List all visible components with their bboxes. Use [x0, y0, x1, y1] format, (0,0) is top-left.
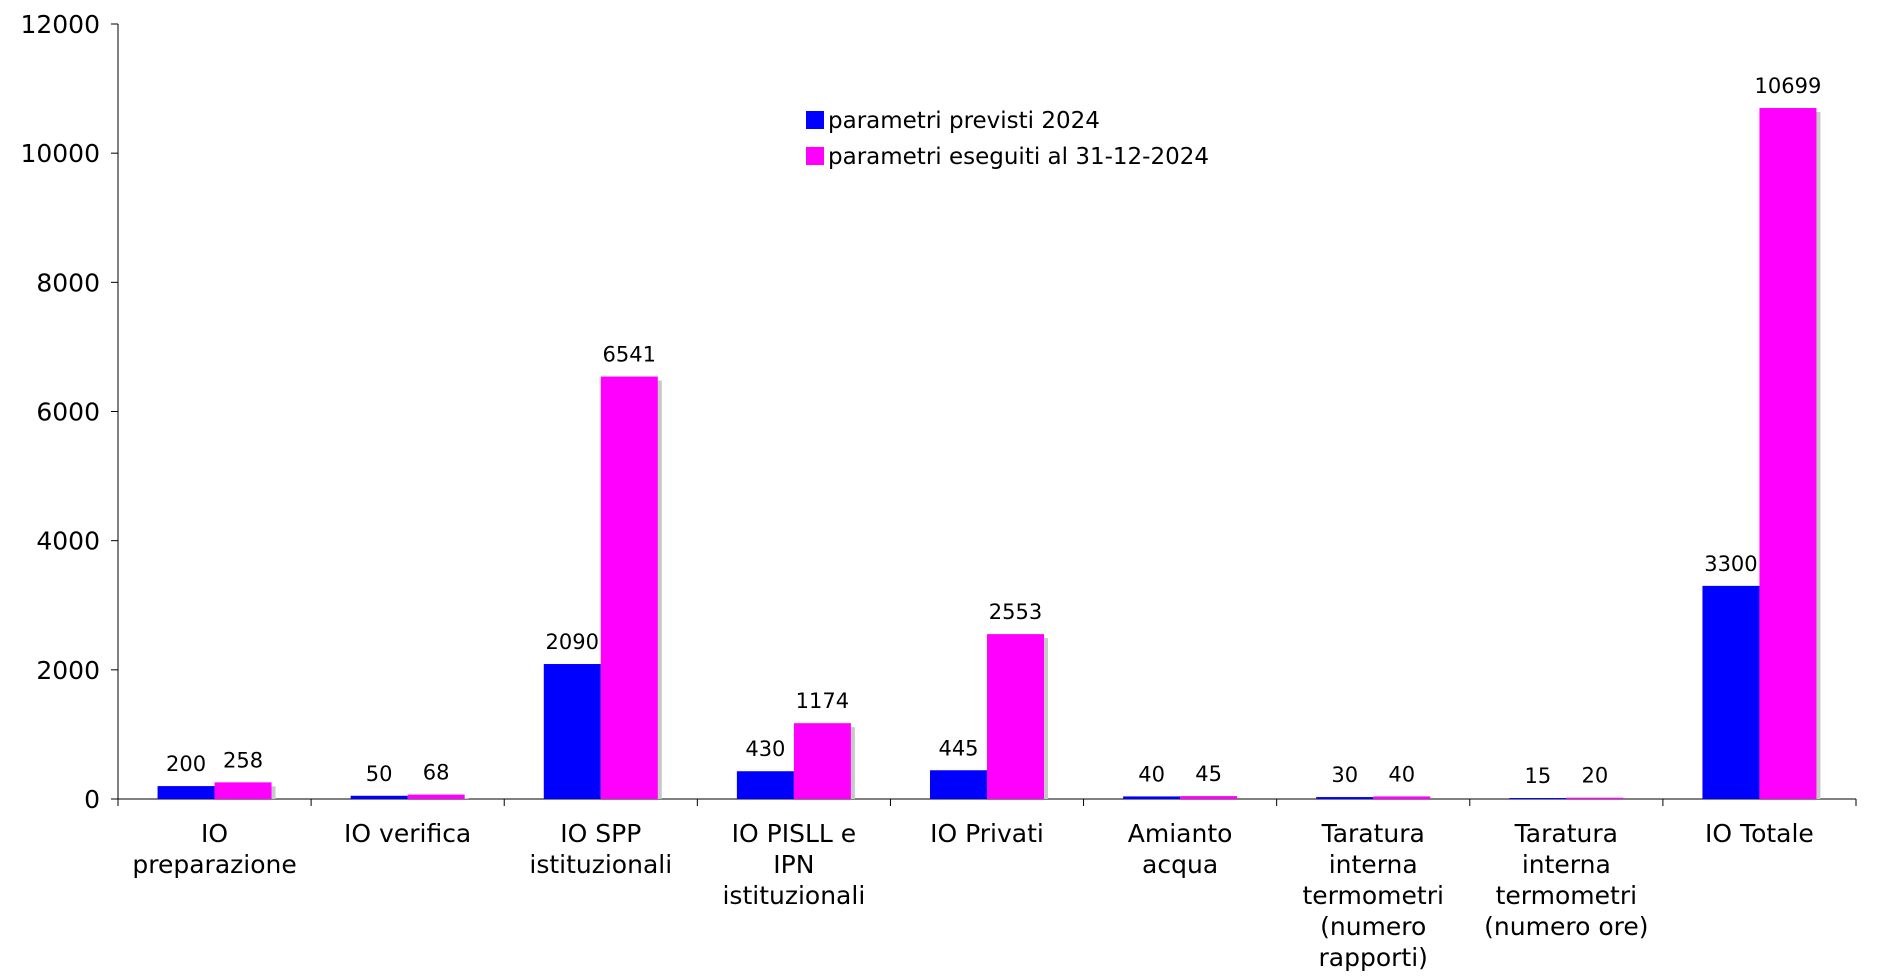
data-label: 430	[745, 737, 785, 761]
y-tick-label: 0	[84, 785, 100, 814]
data-label: 445	[938, 736, 978, 760]
bar-previsti	[1702, 585, 1760, 799]
bar-previsti	[736, 771, 794, 799]
y-tick-label: 6000	[36, 398, 100, 427]
x-axis: IO preparazione IO verifica IO SPP istituzio…	[117, 798, 1857, 972]
x-tick-label: Taratura interna termometri (numero rapporti…	[1303, 819, 1444, 972]
bar-previsti	[930, 770, 987, 799]
bar-eseguiti	[1373, 796, 1431, 799]
bar-eseguiti	[987, 634, 1044, 799]
bar-eseguiti	[1759, 108, 1817, 799]
bars-group	[157, 108, 1821, 799]
legend-label: parametri previsti 2024	[828, 108, 1100, 134]
data-label: 30	[1331, 763, 1358, 787]
x-tick-label: IO verifica	[344, 819, 471, 848]
y-tick-label: 10000	[20, 139, 100, 168]
x-tick-label: IO SPP istituzionali	[529, 819, 672, 879]
bar-eseguiti	[1566, 797, 1624, 799]
bar-previsti	[1316, 797, 1374, 799]
data-label: 20	[1581, 764, 1608, 788]
y-tick-label: 12000	[20, 10, 100, 39]
bar-previsti	[1509, 798, 1567, 799]
legend: parametri previsti 2024 parametri eseguit…	[806, 108, 1209, 170]
data-label: 258	[223, 748, 263, 772]
x-tick-label: Taratura interna termometri (numero ore)	[1484, 819, 1648, 941]
data-label: 6541	[603, 343, 656, 367]
data-label: 45	[1195, 762, 1222, 786]
data-label: 40	[1388, 762, 1415, 786]
y-axis: 0 2000 4000 6000 8000 10000 12000	[20, 10, 119, 814]
x-tick-label: IO Totale	[1705, 819, 1814, 848]
bar-eseguiti	[407, 794, 465, 799]
data-label: 15	[1524, 764, 1551, 788]
data-label: 10699	[1755, 74, 1822, 98]
bar-previsti	[350, 795, 408, 799]
bar-eseguiti	[1180, 796, 1238, 799]
y-tick-label: 2000	[36, 656, 100, 685]
y-tick-label: 8000	[36, 268, 100, 297]
data-labels-group: 200 258 50 68 2090 6541 430 1174 445 2553 40 45 30 40…	[166, 74, 1821, 788]
data-label: 1174	[796, 689, 849, 713]
x-tick-label: Amianto acqua	[1128, 819, 1233, 879]
y-tick-label: 4000	[36, 527, 100, 556]
x-tick-label: IO preparazione	[132, 819, 296, 879]
bar-eseguiti	[214, 782, 272, 799]
data-label: 200	[166, 752, 206, 776]
data-label: 68	[423, 761, 450, 785]
x-tick-label: IO PISLL e IPN istituzionali	[722, 819, 865, 910]
data-label: 2090	[546, 630, 599, 654]
data-label: 2553	[989, 600, 1042, 624]
bar-previsti	[1123, 796, 1181, 799]
data-label: 50	[366, 762, 393, 786]
data-label: 40	[1138, 762, 1165, 786]
x-tick-label: IO Privati	[930, 819, 1044, 848]
bar-eseguiti	[793, 723, 851, 799]
bar-previsti	[543, 664, 601, 799]
legend-swatch	[806, 111, 824, 129]
legend-label: parametri eseguiti al 31-12-2024	[828, 144, 1209, 170]
bar-previsti	[157, 786, 215, 799]
legend-swatch	[806, 147, 824, 165]
data-label: 3300	[1704, 552, 1757, 576]
bar-eseguiti	[600, 376, 658, 799]
